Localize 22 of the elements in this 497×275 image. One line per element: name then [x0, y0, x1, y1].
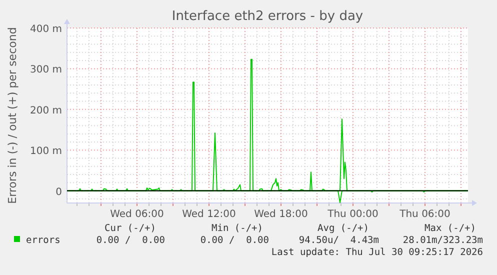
x-tick-label: Wed 18:00	[254, 209, 308, 220]
y-tick-label: 300 m	[30, 64, 62, 76]
y-tick-label: 200 m	[30, 105, 62, 116]
y-tick-label: 100 m	[30, 146, 62, 158]
x-tick-label: Thu 00:00	[326, 209, 378, 220]
text: Last update: Thu Jul 30 09:25:17 2026	[271, 247, 484, 258]
text: Min (-/+)	[212, 223, 263, 234]
chart-title: Interface eth2 errors - by day	[172, 9, 364, 24]
text: 0.00 / 0.00	[200, 235, 270, 246]
x-tick-label: Thu 06:00	[398, 209, 450, 220]
text: 94.50u/ 4.43m	[298, 235, 380, 246]
text: Avg (-/+)	[318, 223, 369, 234]
text: 28.01m/323.23m	[402, 235, 484, 246]
y-tick-label: 400 m	[30, 24, 62, 35]
y-tick-label: 0	[56, 186, 62, 198]
legend-label: errors	[26, 235, 60, 246]
text: Cur (-/+)	[104, 223, 156, 234]
text: 0.00 / 0.00	[96, 235, 166, 246]
x-tick-label: Wed 12:00	[182, 209, 236, 220]
text: Max (-/+)	[424, 223, 476, 234]
y-axis-title: Errors in (-) / out (+) per second	[6, 27, 19, 204]
x-tick-label: Wed 06:00	[110, 209, 164, 220]
